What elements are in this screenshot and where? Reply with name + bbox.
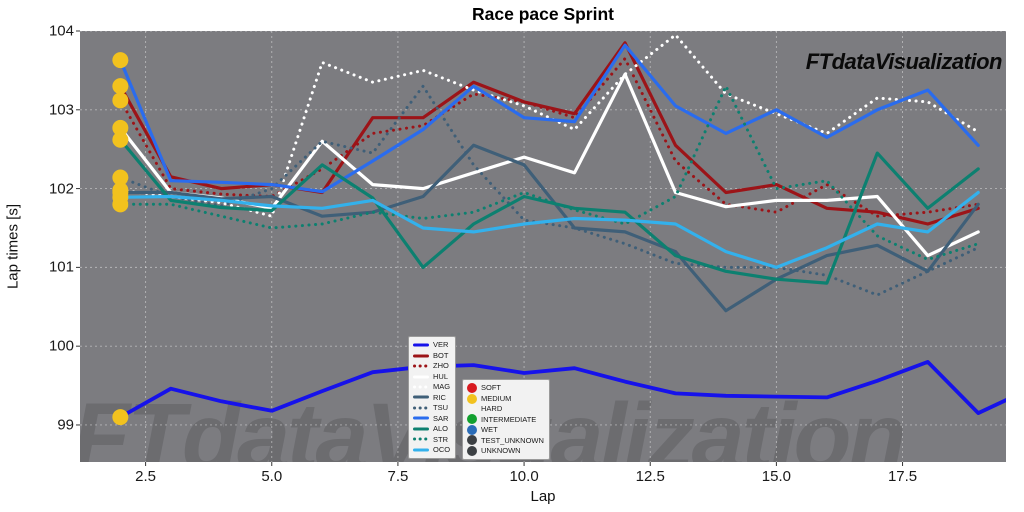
driver-legend-item-STR: STR bbox=[413, 434, 451, 444]
series-line-MAG bbox=[118, 33, 980, 218]
y-axis-label: Lap times [s] bbox=[4, 203, 22, 290]
driver-legend-item-BOT: BOT bbox=[413, 350, 451, 360]
compound-legend-label: TEST_UNKNOWN bbox=[481, 435, 544, 445]
top-right-watermark: FTdataVisualization bbox=[805, 49, 1003, 74]
compound-legend-label: SOFT bbox=[481, 383, 501, 393]
x-tick-7.5: 7.5 bbox=[387, 468, 409, 485]
x-tick-15.0: 15.0 bbox=[761, 468, 791, 485]
x-tick-10.0: 10.0 bbox=[509, 468, 539, 485]
medium-tyre-marker-ALO bbox=[112, 131, 129, 148]
line-swatch-TSU bbox=[413, 406, 429, 410]
medium-tyre-marker-SAR bbox=[112, 52, 129, 69]
series-line-STR bbox=[118, 84, 980, 261]
compound-dot-icon bbox=[467, 393, 477, 404]
driver-legend-item-SAR: SAR bbox=[413, 413, 451, 423]
series-line-OCO bbox=[118, 190, 980, 269]
medium-tyre-marker-OCO bbox=[112, 189, 129, 206]
driver-legend-label: BOT bbox=[433, 350, 449, 360]
compound-legend-label: WET bbox=[481, 425, 498, 435]
driver-legend-label: ZHO bbox=[433, 361, 449, 371]
line-swatch-RIC bbox=[413, 395, 429, 399]
driver-legend-label: ALO bbox=[433, 424, 449, 434]
compound-dot-icon bbox=[467, 383, 477, 394]
line-swatch-STR bbox=[413, 437, 429, 441]
line-swatch-ALO bbox=[413, 427, 429, 431]
line-swatch-SAR bbox=[413, 416, 429, 420]
line-swatch-ZHO bbox=[413, 364, 429, 368]
compound-legend-item-medium: MEDIUM bbox=[467, 393, 545, 404]
compound-legend-item-wet: WET bbox=[467, 424, 545, 435]
compound-dot-icon bbox=[467, 404, 477, 415]
line-swatch-VER bbox=[413, 343, 429, 347]
driver-legend-item-MAG: MAG bbox=[413, 382, 451, 392]
line-swatch-BOT bbox=[413, 354, 429, 358]
series-line-ALO bbox=[118, 138, 980, 285]
tick-marks bbox=[76, 30, 904, 466]
medium-tyre-marker-HUL bbox=[112, 119, 129, 136]
driver-legend-label: VER bbox=[433, 340, 449, 350]
line-swatch-OCO bbox=[413, 448, 429, 452]
y-tick-102: 102 bbox=[48, 180, 74, 198]
driver-legend-label: RIC bbox=[433, 392, 446, 402]
start-tyre-markers bbox=[112, 52, 129, 426]
series-lines bbox=[118, 33, 1006, 420]
series-line-ZHO bbox=[118, 57, 980, 218]
driver-legend-label: STR bbox=[433, 434, 448, 444]
compound-legend-label: MEDIUM bbox=[481, 393, 512, 403]
line-swatch-HUL bbox=[413, 375, 429, 379]
driver-legend-item-TSU: TSU bbox=[413, 403, 451, 413]
y-tick-99: 99 bbox=[57, 416, 74, 434]
compound-legend-label: INTERMEDIATE bbox=[481, 414, 537, 424]
driver-legend-label: SAR bbox=[433, 413, 449, 423]
driver-legend-item-HUL: HUL bbox=[413, 371, 451, 381]
compound-legend-item-hard: HARD bbox=[467, 404, 545, 415]
driver-legend-item-OCO: OCO bbox=[413, 445, 451, 455]
compound-legend-label: UNKNOWN bbox=[481, 445, 521, 455]
driver-legend-label: MAG bbox=[433, 382, 451, 392]
driver-legend-label: OCO bbox=[433, 445, 451, 454]
compound-dot-icon bbox=[467, 435, 477, 446]
line-swatch-MAG bbox=[413, 385, 429, 389]
chart-title: Race pace Sprint bbox=[472, 4, 614, 24]
driver-legend: VER BOT ZHO HUL MAG RIC TSU SAR ALO STR OCO bbox=[408, 336, 456, 459]
series-line-TSU bbox=[118, 84, 980, 297]
medium-tyre-marker-ZHO bbox=[112, 92, 129, 109]
compound-dot-icon bbox=[467, 445, 477, 456]
x-axis-label: Lap bbox=[530, 488, 556, 505]
driver-legend-item-ZHO: ZHO bbox=[413, 361, 451, 371]
y-tick-104: 104 bbox=[48, 22, 74, 40]
compound-legend-label: HARD bbox=[481, 404, 503, 414]
compound-legend: SOFT MEDIUM HARD INTERMEDIATE WET TEST_UNKNOW… bbox=[462, 379, 550, 460]
driver-legend-label: TSU bbox=[433, 403, 448, 413]
driver-legend-item-ALO: ALO bbox=[413, 424, 451, 434]
series-line-VER bbox=[118, 359, 1006, 420]
x-tick-2.5: 2.5 bbox=[135, 468, 157, 485]
compound-legend-item-test_unknown: TEST_UNKNOWN bbox=[467, 435, 545, 446]
compound-dot-icon bbox=[467, 414, 477, 425]
medium-tyre-marker-TSU bbox=[112, 169, 129, 186]
x-tick-12.5: 12.5 bbox=[635, 468, 665, 485]
compound-legend-item-unknown: UNKNOWN bbox=[467, 445, 545, 456]
driver-legend-item-RIC: RIC bbox=[413, 392, 451, 402]
y-tick-101: 101 bbox=[48, 258, 74, 276]
y-tick-103: 103 bbox=[48, 101, 74, 119]
driver-legend-item-VER: VER bbox=[413, 340, 451, 350]
compound-legend-item-intermediate: INTERMEDIATE bbox=[467, 414, 545, 425]
driver-legend-label: HUL bbox=[433, 371, 449, 381]
series-line-SAR bbox=[118, 43, 980, 194]
x-tick-5.0: 5.0 bbox=[261, 468, 283, 485]
y-tick-100: 100 bbox=[48, 337, 74, 355]
medium-tyre-marker-BOT bbox=[112, 78, 129, 95]
medium-tyre-marker-VER bbox=[112, 409, 129, 426]
compound-dot-icon bbox=[467, 424, 477, 435]
x-tick-17.5: 17.5 bbox=[887, 468, 918, 485]
series-line-RIC bbox=[118, 143, 980, 313]
compound-legend-item-soft: SOFT bbox=[467, 383, 545, 394]
